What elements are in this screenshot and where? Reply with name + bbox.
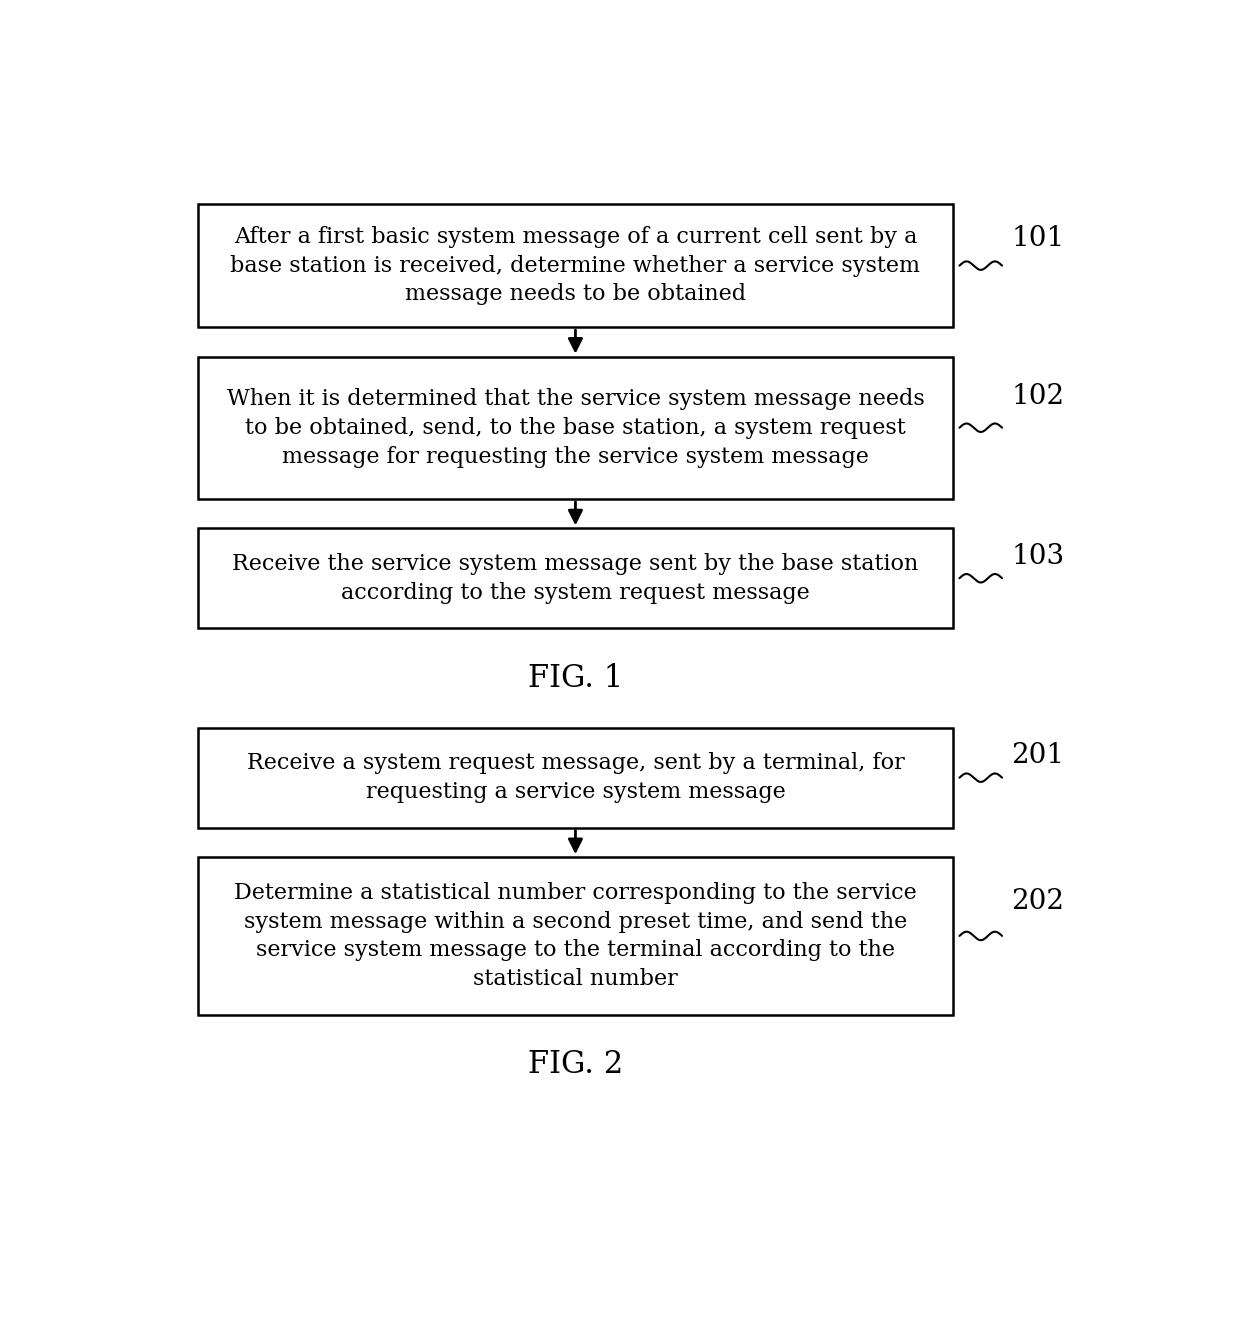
Bar xyxy=(197,204,954,327)
Bar xyxy=(197,857,954,1015)
Text: When it is determined that the service system message needs
to be obtained, send: When it is determined that the service s… xyxy=(227,388,924,468)
Text: FIG. 1: FIG. 1 xyxy=(528,662,622,693)
Text: Determine a statistical number corresponding to the service
system message withi: Determine a statistical number correspon… xyxy=(234,882,916,990)
Text: 101: 101 xyxy=(1012,225,1065,252)
Bar xyxy=(197,357,954,499)
Bar xyxy=(197,728,954,827)
Text: 202: 202 xyxy=(1012,888,1064,915)
Text: After a first basic system message of a current cell sent by a
base station is r: After a first basic system message of a … xyxy=(231,225,920,306)
Bar xyxy=(197,528,954,629)
Text: Receive a system request message, sent by a terminal, for
requesting a service s: Receive a system request message, sent b… xyxy=(247,752,904,803)
Text: 103: 103 xyxy=(1012,543,1064,570)
Text: Receive the service system message sent by the base station
according to the sys: Receive the service system message sent … xyxy=(232,552,919,603)
Text: FIG. 2: FIG. 2 xyxy=(528,1050,622,1081)
Text: 201: 201 xyxy=(1012,742,1064,770)
Text: 102: 102 xyxy=(1012,384,1064,410)
